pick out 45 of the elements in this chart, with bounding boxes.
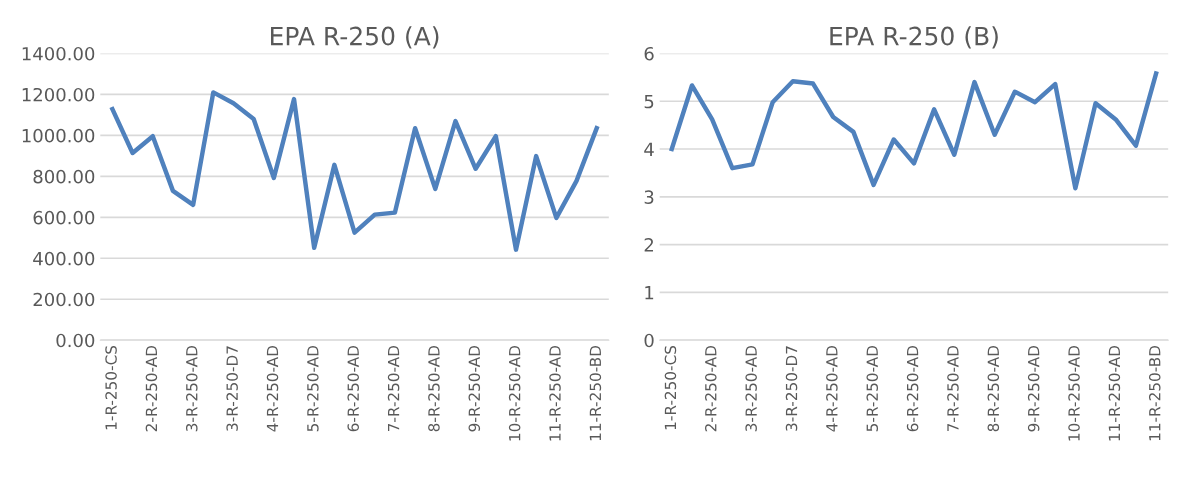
y-tick-label: 600.00	[33, 210, 95, 225]
x-tick-label: 8-R-250-AD	[428, 345, 440, 432]
y-tick-label: 200.00	[33, 292, 95, 307]
x-tick-label: 2-R-250-AD	[145, 345, 158, 432]
x-tick-label: 3-R-250-AD	[186, 345, 198, 432]
y-tick-label: 3	[644, 190, 654, 204]
x-tick-label: 3-R-250-D7	[226, 346, 238, 431]
x-tick-label: 9-R-250-AD	[468, 345, 481, 432]
y-tick-label: 5	[644, 94, 654, 109]
y-tick-label: 800.00	[33, 169, 95, 184]
x-tick-label: 11-R-250-BD	[589, 345, 602, 441]
y-tick-label: 2	[644, 238, 654, 252]
x-tick-label: 11-R-250-BD	[1148, 345, 1161, 441]
x-tick-label: 10-R-250-AD	[508, 345, 521, 441]
x-tick-label: 2-R-250-AD	[705, 345, 717, 432]
y-tick-label: 6	[644, 46, 654, 61]
x-tick-label: 5-R-250-AD	[866, 345, 879, 432]
chart-title: EPA R-250 (B)	[830, 26, 998, 49]
y-tick-label: 400.00	[33, 251, 95, 266]
y-tick-label: 1	[645, 286, 654, 300]
y-tick-label: 4	[644, 142, 654, 156]
x-tick-label: 5-R-250-AD	[307, 345, 319, 432]
y-tick-label: 1200.00	[22, 87, 95, 102]
x-tick-label: 4-R-250-AD	[826, 345, 838, 432]
x-tick-label: 1-R-250-CS	[664, 345, 677, 430]
chart-title: EPA R-250 (A)	[271, 26, 439, 49]
x-tick-label: 6-R-250-AD	[347, 345, 359, 432]
line-series	[669, 71, 1159, 191]
x-tick-label: 11-R-250-AD	[1108, 345, 1121, 441]
y-tick-label: 0.00	[56, 333, 95, 348]
x-tick-label: 10-R-250-AD	[1068, 345, 1080, 441]
x-tick-label: 8-R-250-AD	[987, 345, 1000, 432]
x-tick-label: 7-R-250-AD	[947, 345, 959, 432]
x-tick-label: 4-R-250-AD	[266, 345, 279, 432]
y-tick-label: 1400.00	[22, 46, 95, 61]
y-tick-label: 0	[644, 333, 654, 348]
y-tick-label: 1000.00	[22, 128, 95, 143]
x-tick-label: 3-R-250-AD	[745, 345, 757, 432]
x-tick-label: 11-R-250-AD	[549, 345, 561, 441]
x-tick-label: 6-R-250-AD	[906, 345, 919, 432]
x-tick-label: 3-R-250-D7	[785, 346, 798, 431]
x-tick-label: 7-R-250-AD	[387, 345, 400, 432]
x-tick-label: 1-R-250-CS	[105, 345, 117, 430]
line-series	[110, 90, 599, 252]
x-tick-label: 9-R-250-AD	[1027, 345, 1040, 432]
